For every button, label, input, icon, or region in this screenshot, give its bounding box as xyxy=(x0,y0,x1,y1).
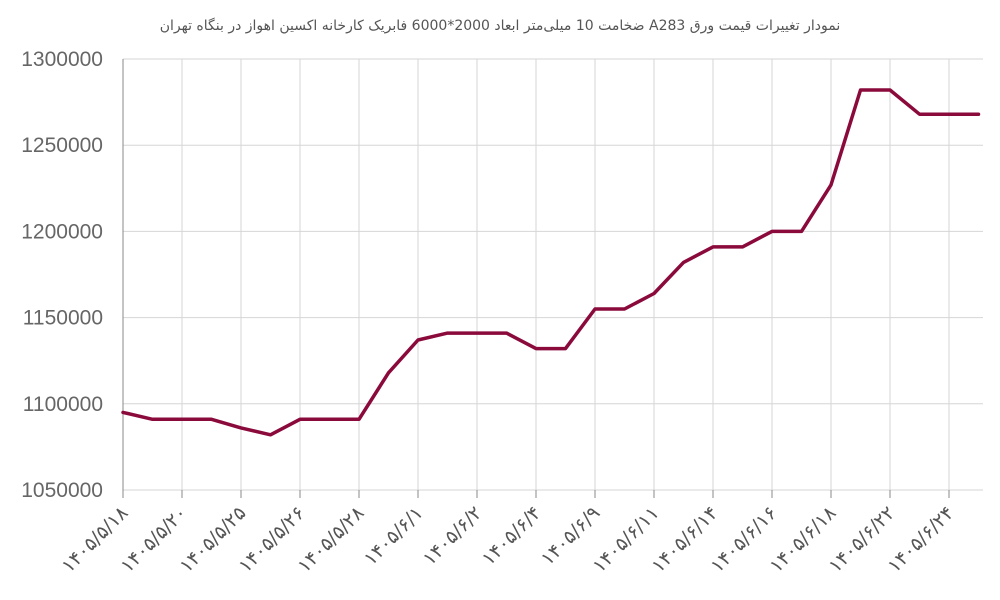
y-tick-label: 1250000 xyxy=(21,134,103,157)
x-tick-label: ۱۴۰۵/۶/۱ xyxy=(360,502,428,570)
y-tick-label: 1050000 xyxy=(21,479,103,502)
series xyxy=(121,88,981,437)
series-line xyxy=(121,88,981,437)
y-tick-label: 1300000 xyxy=(21,48,103,71)
y-tick-label: 1200000 xyxy=(21,220,103,243)
grid xyxy=(123,58,983,491)
x-tick-label: ۱۴۰۵/۶/۴ xyxy=(478,502,546,570)
x-tick-label: ۱۴۰۵/۶/۲ xyxy=(419,502,487,570)
chart-title: نمودار تغییرات قیمت ورق A283 ضخامت 10 می… xyxy=(159,18,841,34)
tick-labels: 1050000 1100000 1150000 1200000 1250000 13000… xyxy=(21,48,958,577)
axes xyxy=(122,59,950,498)
y-tick-label: 1100000 xyxy=(23,393,103,416)
y-tick-label: 1150000 xyxy=(23,307,103,330)
